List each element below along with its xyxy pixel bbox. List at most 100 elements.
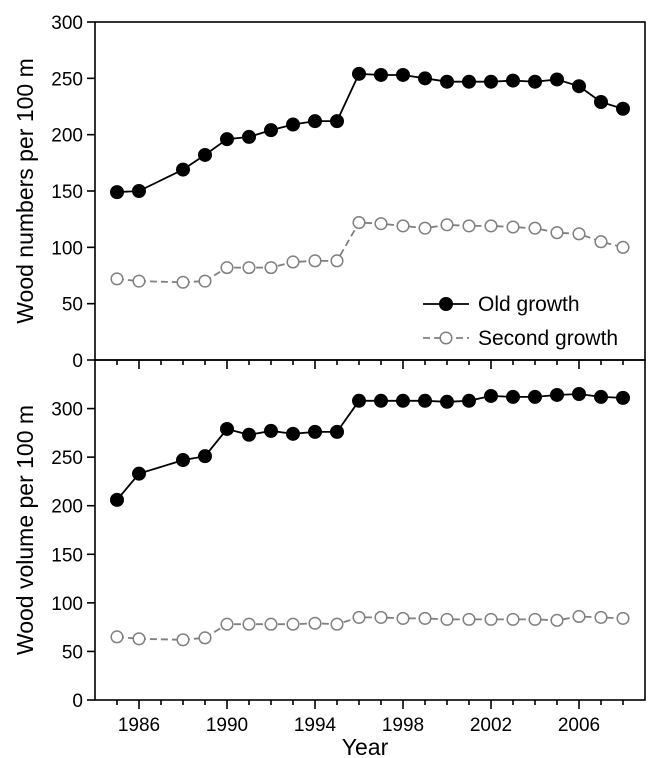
data-point [572, 79, 586, 94]
data-point [572, 387, 586, 401]
data-point [308, 254, 322, 268]
y-tick-label: 0 [72, 351, 83, 372]
legend-marker [439, 331, 453, 345]
data-point [242, 617, 256, 631]
y-tick-label: 100 [51, 594, 83, 615]
data-point [550, 226, 564, 240]
data-point [176, 453, 190, 468]
y-tick-label: 50 [62, 642, 83, 663]
series-old-growth [110, 66, 630, 200]
data-point [330, 424, 344, 439]
data-point [198, 449, 212, 464]
data-point [550, 72, 564, 87]
x-tick-label: 2002 [470, 715, 512, 736]
data-point [242, 427, 256, 442]
data-point [330, 114, 344, 129]
data-point [198, 274, 212, 288]
data-point [594, 610, 608, 624]
data-point [616, 240, 630, 254]
data-point [352, 610, 366, 624]
y-tick-label: 50 [62, 295, 83, 316]
data-point [440, 394, 454, 409]
data-point [176, 633, 190, 647]
data-point [352, 393, 366, 408]
x-tick-label: 1986 [118, 715, 160, 736]
data-point [110, 185, 124, 200]
data-point [506, 389, 520, 404]
series-line-old-growth [116, 393, 624, 501]
data-point [440, 612, 454, 626]
series-line-old-growth [116, 72, 624, 193]
data-point [616, 611, 630, 625]
data-point [286, 426, 300, 441]
y-tick-label: 200 [51, 126, 83, 147]
data-point [506, 612, 520, 626]
data-point [440, 218, 454, 232]
legend-label: Old growth [478, 293, 580, 316]
data-point [572, 227, 586, 241]
data-point [176, 275, 190, 289]
series-line-second-growth [116, 221, 624, 284]
data-point [352, 66, 366, 81]
series-old-growth [110, 387, 630, 507]
data-point [374, 610, 388, 624]
data-point [286, 617, 300, 631]
y-tick-label: 300 [51, 400, 83, 421]
data-point [220, 421, 234, 436]
data-point [198, 631, 212, 645]
y-axis-title: Wood volume per 100 m [12, 405, 38, 655]
data-point [616, 390, 630, 405]
data-point [242, 261, 256, 275]
data-point [462, 393, 476, 408]
data-point [352, 215, 366, 230]
data-point [484, 612, 498, 626]
data-point [528, 612, 542, 626]
y-tick-label: 250 [51, 448, 83, 469]
data-point [418, 71, 432, 86]
legend: Old growth Second growth [423, 293, 618, 350]
data-point [528, 74, 542, 89]
data-point [220, 261, 234, 275]
data-point [110, 492, 124, 507]
data-point [462, 219, 476, 233]
y-tick-label: 150 [51, 545, 83, 566]
data-point [176, 162, 190, 177]
data-point [264, 261, 278, 275]
data-point [594, 235, 608, 249]
y-tick-label: 300 [51, 13, 83, 34]
data-point [396, 611, 410, 625]
data-point [308, 616, 322, 630]
y-tick-label: 150 [51, 182, 83, 203]
data-point [110, 630, 124, 644]
data-point [220, 132, 234, 147]
data-point [242, 129, 256, 144]
y-axis-title: Wood numbers per 100 m [12, 58, 38, 324]
x-tick-label: 1990 [206, 715, 248, 736]
y-tick-label: 100 [51, 238, 83, 259]
data-point [484, 219, 498, 233]
y-tick-label: 250 [51, 69, 83, 90]
panel-1: 0 50 100 150 200 250 300 Wood numbers per 100 m… [12, 13, 646, 372]
data-point [506, 220, 520, 234]
data-point [418, 221, 432, 235]
data-point [198, 147, 212, 162]
legend-label: Second growth [478, 327, 618, 350]
data-point [374, 393, 388, 408]
data-point [440, 74, 454, 89]
data-point [110, 272, 124, 286]
data-point [330, 617, 344, 631]
plot-frame [94, 359, 646, 701]
data-point [484, 388, 498, 403]
data-point [220, 617, 234, 631]
data-point [132, 632, 146, 646]
data-point [616, 101, 630, 116]
data-point [286, 117, 300, 132]
data-point [330, 254, 344, 268]
data-point [396, 67, 410, 82]
data-point [264, 423, 278, 438]
series-second-growth [110, 609, 630, 647]
y-tick-label: 0 [72, 691, 83, 712]
data-point [374, 217, 388, 231]
data-point [462, 74, 476, 89]
